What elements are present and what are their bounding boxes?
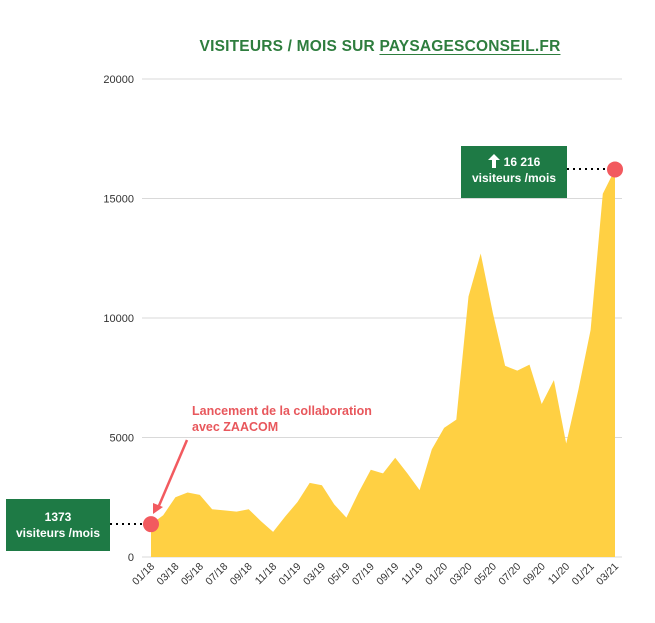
x-tick-label: 11/18 [253, 561, 280, 588]
collaboration-annotation: Lancement de la collaboration avec ZAACO… [192, 403, 372, 435]
x-tick-label: 05/19 [325, 561, 352, 588]
y-tick-label: 20000 [103, 74, 134, 86]
x-axis: 01/1803/1805/1807/1809/1811/1801/1903/19… [130, 561, 621, 588]
x-tick-label: 11/20 [546, 561, 573, 588]
x-tick-label: 07/19 [350, 561, 377, 588]
chart-title: VISITEURS / MOIS SUR PAYSAGESCONSEIL.FR [0, 38, 655, 56]
x-tick-label: 01/19 [277, 561, 304, 588]
x-tick-label: 07/18 [203, 561, 230, 588]
x-tick-label: 03/20 [448, 561, 475, 588]
x-tick-label: 09/19 [374, 561, 401, 588]
x-tick-label: 03/19 [301, 561, 328, 588]
end-value: 16 216 [503, 155, 541, 169]
visitors-area [151, 169, 615, 557]
end-unit: visiteurs /mois [471, 171, 557, 185]
annotation-arrow [156, 439, 189, 509]
x-tick-label: 01/18 [130, 561, 157, 588]
x-tick-label: 01/20 [423, 561, 450, 588]
y-axis: 0 5000 10000 15000 20000 [103, 74, 134, 564]
annotation-line-2: avec ZAACOM [192, 420, 279, 434]
y-tick-label: 5000 [110, 433, 134, 445]
x-tick-label: 09/20 [521, 561, 548, 588]
arrow-up-icon [487, 154, 500, 168]
x-tick-label: 05/18 [179, 561, 206, 588]
start-unit: visiteurs /mois [15, 526, 101, 540]
y-tick-label: 10000 [103, 313, 134, 325]
end-value-row: 16 216 [461, 154, 567, 170]
y-tick-label: 15000 [103, 194, 134, 206]
start-value-callout: 1373 visiteurs /mois [6, 499, 110, 551]
annotation-line-1: Lancement de la collaboration [192, 404, 372, 418]
end-marker [607, 161, 623, 178]
chart-title-prefix: VISITEURS / MOIS SUR [199, 38, 380, 55]
x-tick-label: 05/20 [472, 561, 499, 588]
start-value: 1373 [44, 510, 72, 524]
x-tick-label: 07/20 [496, 561, 523, 588]
y-tick-label: 0 [128, 552, 134, 564]
x-tick-label: 09/18 [228, 561, 255, 588]
start-marker [143, 516, 159, 533]
site-link[interactable]: PAYSAGESCONSEIL.FR [379, 38, 561, 55]
end-value-callout: 16 216 visiteurs /mois [461, 146, 567, 198]
x-tick-label: 01/21 [570, 561, 597, 588]
x-tick-label: 11/19 [399, 561, 426, 588]
annotation-arrowhead [153, 503, 163, 514]
x-tick-label: 03/21 [594, 561, 621, 588]
x-tick-label: 03/18 [154, 561, 181, 588]
